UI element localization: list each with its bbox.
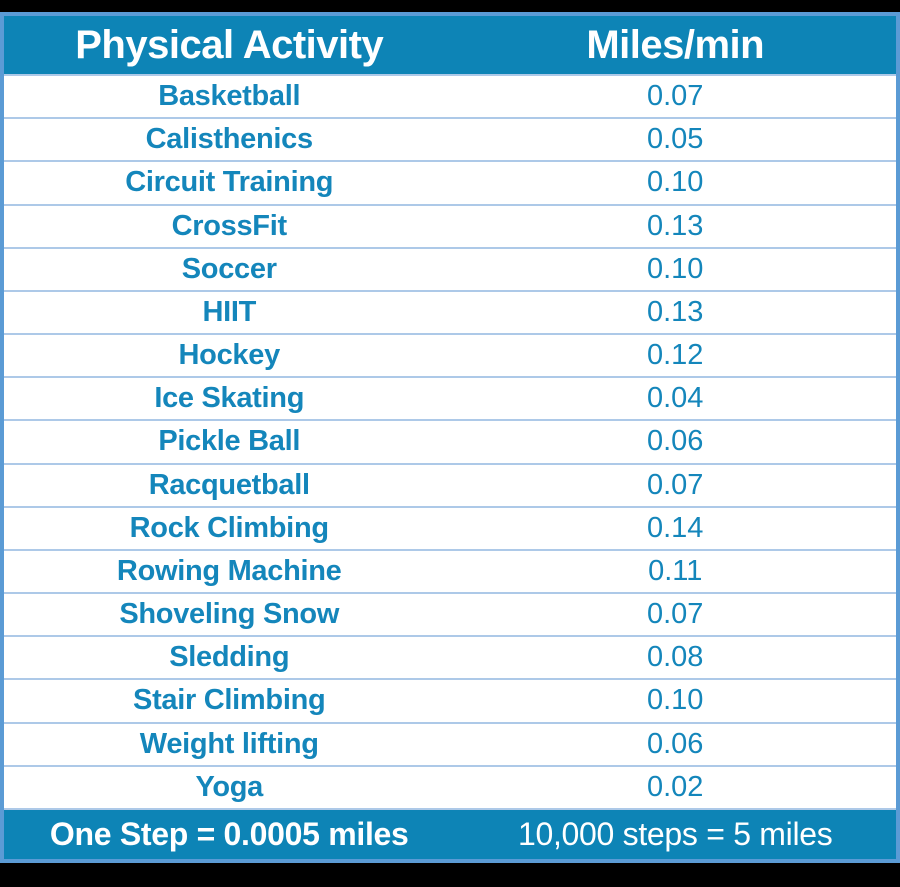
table-row: Weight lifting 0.06 — [4, 723, 896, 767]
activity-cell: Racquetball — [148, 468, 310, 501]
table-footer-row: One Step = 0.0005 miles 10,000 steps = 5… — [4, 810, 896, 859]
miles-per-min-cell: 0.07 — [646, 598, 704, 631]
miles-per-min-cell: 0.08 — [646, 641, 704, 674]
table-row: Basketball 0.07 — [4, 76, 896, 120]
activity-cell: CrossFit — [171, 209, 288, 242]
table-header-row: Physical Activity Miles/min — [4, 16, 896, 76]
table-row: Circuit Training 0.10 — [4, 162, 896, 206]
miles-per-min-cell: 0.07 — [646, 80, 704, 113]
table-row: HIIT 0.13 — [4, 291, 896, 336]
miles-per-min-cell: 0.12 — [646, 339, 704, 372]
header-physical-activity: Physical Activity — [75, 22, 384, 67]
activity-cell: Ice Skating — [154, 382, 305, 415]
activity-cell: Rock Climbing — [129, 511, 329, 544]
activity-cell: Soccer — [181, 252, 277, 285]
table-row: CrossFit 0.13 — [4, 205, 896, 249]
table-row: Sledding 0.08 — [4, 637, 896, 681]
table-body: Basketball 0.07 Calisthenics 0.05 Circuit Tr… — [4, 76, 896, 810]
table-row: Ice Skating 0.04 — [4, 378, 896, 422]
table-row: Racquetball 0.07 — [4, 464, 896, 508]
activity-cell: Calisthenics — [145, 123, 314, 156]
table-row: Hockey 0.12 — [4, 335, 896, 379]
activity-cell: Shoveling Snow — [119, 598, 340, 631]
miles-per-min-cell: 0.10 — [646, 166, 704, 199]
activity-cell: Yoga — [195, 770, 263, 803]
activity-cell: HIIT — [202, 295, 257, 328]
header-miles-per-min: Miles/min — [586, 22, 765, 67]
miles-per-min-cell: 0.13 — [646, 209, 704, 242]
activity-cell: Hockey — [178, 339, 281, 372]
activity-cell: Stair Climbing — [133, 684, 326, 717]
miles-per-min-cell: 0.10 — [646, 252, 704, 285]
miles-per-min-cell: 0.07 — [646, 468, 704, 501]
activity-conversion-table: Physical Activity Miles/min Basketball 0.… — [0, 12, 900, 863]
table-row: Soccer 0.10 — [4, 248, 896, 292]
table-row: Rowing Machine 0.11 — [4, 550, 896, 595]
miles-per-min-cell: 0.14 — [646, 511, 704, 544]
miles-per-min-cell: 0.06 — [646, 727, 704, 760]
miles-per-min-cell: 0.13 — [646, 295, 704, 328]
activity-cell: Rowing Machine — [116, 554, 342, 587]
miles-per-min-cell: 0.11 — [648, 554, 703, 587]
activity-cell: Sledding — [169, 641, 290, 674]
table-row: Stair Climbing 0.10 — [4, 680, 896, 724]
activity-cell: Basketball — [158, 80, 301, 113]
footer-step-conversion: One Step = 0.0005 miles — [49, 816, 409, 852]
table-row: Shoveling Snow 0.07 — [4, 594, 896, 638]
miles-per-min-cell: 0.10 — [646, 684, 704, 717]
miles-per-min-cell: 0.04 — [646, 382, 704, 415]
miles-per-min-cell: 0.05 — [646, 123, 704, 156]
table-row: Yoga 0.02 — [4, 766, 896, 810]
activity-cell: Weight lifting — [139, 727, 319, 760]
activity-cell: Pickle Ball — [158, 425, 301, 458]
footer-steps-equals-miles: 10,000 steps = 5 miles — [517, 816, 833, 852]
table-row: Pickle Ball 0.06 — [4, 421, 896, 465]
miles-per-min-cell: 0.06 — [646, 425, 704, 458]
activity-cell: Circuit Training — [125, 166, 334, 199]
table-row: Calisthenics 0.05 — [4, 119, 896, 163]
table-row: Rock Climbing 0.14 — [4, 507, 896, 551]
miles-per-min-cell: 0.02 — [646, 770, 704, 803]
